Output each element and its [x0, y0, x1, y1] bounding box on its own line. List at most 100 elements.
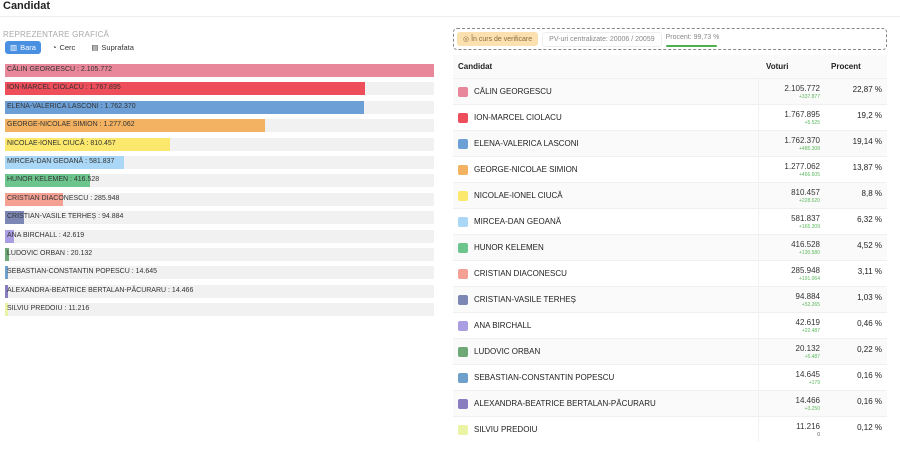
table-row: SEBASTIAN-CONSTANTIN POPESCU 14.645 +179 0,… — [453, 364, 887, 390]
color-swatch — [458, 346, 468, 357]
votes: 285.948 — [791, 265, 820, 275]
bar-label: SEBASTIAN-CONSTANTIN POPESCU : 14.645 — [7, 268, 158, 276]
table-row: ELENA-VALERICA LASCONI 1.762.370 +485.308 1… — [453, 130, 887, 156]
table-row: LUDOVIC ORBAN 20.132 +5.487 0,22 % — [453, 338, 887, 364]
color-swatch — [458, 86, 468, 97]
votes-delta: +5.487 — [804, 353, 820, 360]
results-table: Candidat Voturi Procent CĂLIN GEORGESCU 2… — [453, 55, 887, 442]
progress-bar — [665, 45, 718, 47]
bar-row[interactable]: ELENA-VALERICA LASCONI : 1.762.370 — [5, 100, 434, 114]
bar — [5, 82, 366, 96]
bar-label: NICOLAE-IONEL CIUCĂ : 810.457 — [7, 139, 116, 147]
verification-badge: ◎ În curs de verificare — [457, 32, 539, 46]
votes-delta: +22.487 — [801, 327, 820, 334]
candidate-name: CRISTIAN DIACONESCU — [474, 269, 567, 278]
bar-label: ELENA-VALERICA LASCONI : 1.762.370 — [7, 102, 136, 110]
table-row: CRISTIAN-VASILE TERHEȘ 94.884 +52.265 1,03 … — [453, 286, 887, 312]
candidate-name: ANA BIRCHALL — [474, 321, 532, 330]
tab-suprafata[interactable]: ▤ Suprafata — [91, 43, 134, 52]
candidate-name: CĂLIN GEORGESCU — [474, 87, 552, 96]
bar — [5, 303, 8, 317]
bar — [5, 192, 64, 206]
bar-row[interactable]: CĂLIN GEORGESCU : 2.105.772 — [5, 64, 434, 77]
chart-type-tabs: ▥ Bara ◔ Cerc ▤ Suprafata — [5, 41, 139, 54]
table-row: CĂLIN GEORGESCU 2.105.772 +337.877 22,87 % — [453, 78, 887, 104]
percent: 4,52 % — [857, 241, 882, 250]
bar-row[interactable]: ANA BIRCHALL : 42.619 — [5, 229, 434, 243]
bar-row[interactable]: GEORGE-NICOLAE SIMION : 1.277.062 — [5, 119, 434, 133]
table-row: GEORGE-NICOLAE SIMION 1.277.062 +466.605 13… — [453, 156, 887, 182]
percent: 6,32 % — [857, 215, 882, 224]
votes-delta: +191.064 — [799, 275, 820, 282]
votes: 42.619 — [795, 317, 820, 327]
bar — [5, 247, 10, 261]
bar-chart: CĂLIN GEORGESCU : 2.105.772 ION-MARCEL CI… — [5, 64, 434, 321]
bar-row[interactable]: CRISTIAN DIACONESCU : 285.948 — [5, 192, 434, 206]
tab-cerc[interactable]: ◔ Cerc — [51, 43, 76, 52]
percent: 0,16 % — [857, 397, 882, 406]
votes: 11.216 — [796, 421, 820, 431]
page-title: Candidat — [3, 0, 51, 12]
table-row: NICOLAE-IONEL CIUCĂ 810.457 +228.620 8,8 % — [453, 182, 887, 208]
candidate-name: SILVIU PREDOIU — [474, 425, 538, 434]
pv-count: PV-uri centralizate: 20006 / 20059 — [542, 31, 662, 47]
color-swatch — [458, 190, 468, 201]
percent: 0,12 % — [857, 423, 882, 432]
candidate-name: CRISTIAN-VASILE TERHEȘ — [474, 295, 576, 304]
color-swatch — [458, 294, 468, 305]
bar — [5, 284, 8, 298]
color-swatch — [458, 268, 468, 279]
percent: 0,16 % — [857, 371, 882, 380]
votes: 14.645 — [795, 369, 820, 379]
table-row: ALEXANDRA-BEATRICE BERTALAN-PĂCURARU 14.4… — [453, 390, 887, 416]
bar-label: HUNOR KELEMEN : 416.528 — [7, 176, 100, 184]
bar-row[interactable]: LUDOVIC ORBAN : 20.132 — [5, 247, 434, 261]
bar-label: ANA BIRCHALL : 42.619 — [7, 231, 85, 239]
percent: 0,46 % — [857, 319, 882, 328]
votes: 14.466 — [795, 395, 820, 405]
bar-row[interactable]: NICOLAE-IONEL CIUCĂ : 810.457 — [5, 137, 434, 151]
bar-row[interactable]: SILVIU PREDOIU : 11.216 — [5, 303, 434, 317]
bar-label: SILVIU PREDOIU : 11.216 — [7, 305, 90, 313]
bar-row[interactable]: HUNOR KELEMEN : 416.528 — [5, 174, 434, 188]
votes: 20.132 — [795, 343, 820, 353]
percent: 13,87 % — [852, 163, 882, 172]
votes: 581.837 — [791, 213, 820, 223]
color-swatch — [458, 138, 468, 149]
votes-delta: 0 — [817, 431, 820, 438]
table-header: Candidat Voturi Procent — [453, 55, 887, 78]
votes-delta: +485.308 — [799, 145, 820, 152]
bar — [5, 229, 14, 243]
votes-delta: +130.580 — [799, 249, 820, 256]
candidate-name: ALEXANDRA-BEATRICE BERTALAN-PĂCURARU — [474, 399, 656, 408]
bar — [5, 211, 25, 225]
bar-row[interactable]: ION-MARCEL CIOLACU : 1.767.895 — [5, 82, 434, 96]
color-swatch — [458, 242, 468, 253]
percent: 8,8 % — [861, 189, 882, 198]
percent: 3,11 % — [857, 267, 882, 276]
percent: 1,03 % — [857, 293, 882, 302]
color-swatch — [458, 424, 468, 435]
votes: 810.457 — [791, 187, 820, 197]
status-bar: ◎ În curs de verificare PV-uri centraliz… — [453, 28, 887, 50]
bar — [5, 119, 266, 133]
divider — [0, 16, 900, 17]
votes: 2.105.772 — [784, 83, 820, 93]
bar-row[interactable]: CRISTIAN-VASILE TERHEȘ : 94.884 — [5, 211, 434, 225]
bar-label: MIRCEA-DAN GEOANĂ : 581.837 — [7, 157, 115, 165]
table-row: HUNOR KELEMEN 416.528 +130.580 4,52 % — [453, 234, 887, 260]
chart-section-title: REPREZENTARE GRAFICĂ — [3, 30, 110, 39]
percent: 22,87 % — [852, 85, 882, 94]
votes: 94.884 — [795, 291, 820, 301]
tab-bara[interactable]: ▥ Bara — [5, 41, 41, 54]
bar-row[interactable]: ALEXANDRA-BEATRICE BERTALAN-PĂCURARU : 1… — [5, 284, 434, 298]
color-swatch — [458, 112, 468, 123]
bar-row[interactable]: SEBASTIAN-CONSTANTIN POPESCU : 14.645 — [5, 266, 434, 280]
bar-label: ION-MARCEL CIOLACU : 1.767.895 — [7, 84, 121, 92]
percent: 19,2 % — [857, 111, 882, 120]
pie-chart-icon: ◔ — [51, 43, 57, 52]
bar-row[interactable]: MIRCEA-DAN GEOANĂ : 581.837 — [5, 155, 434, 169]
votes-delta: +52.265 — [801, 301, 820, 308]
votes-delta: +179 — [808, 379, 820, 386]
bar-chart-icon: ▥ — [10, 43, 18, 52]
